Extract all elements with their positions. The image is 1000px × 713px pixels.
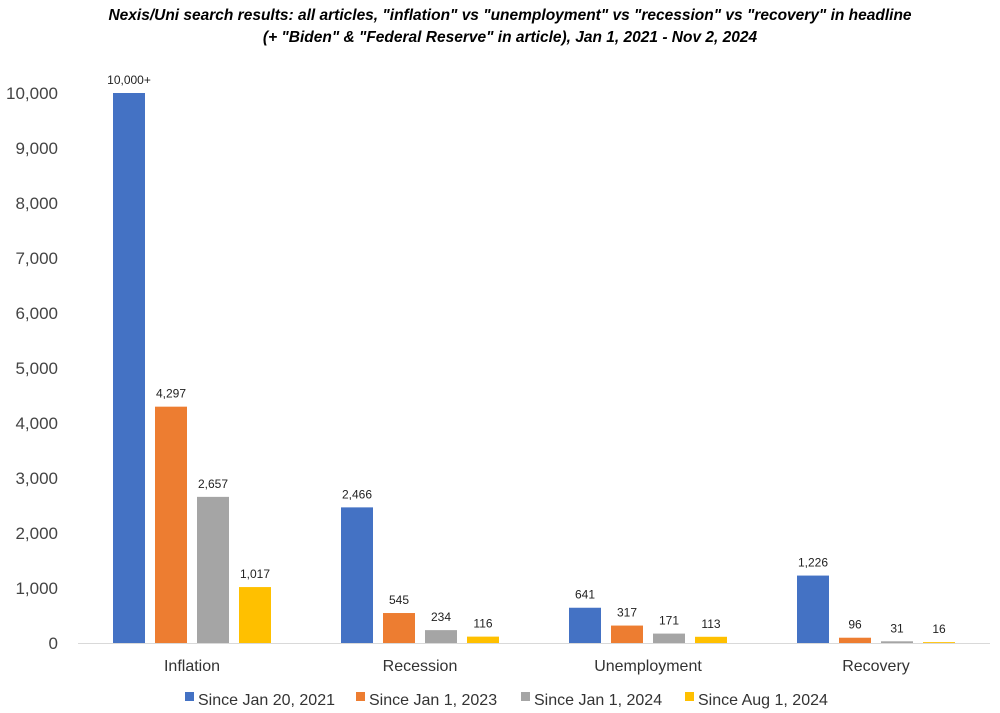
bar <box>155 406 187 643</box>
data-label: 116 <box>473 617 492 631</box>
bar <box>383 613 415 643</box>
y-tick-label: 4,000 <box>15 414 58 433</box>
data-label: 1,017 <box>240 567 270 581</box>
bar <box>695 636 727 643</box>
y-tick-label: 0 <box>49 634 58 653</box>
legend-swatch <box>356 692 365 701</box>
data-label: 2,657 <box>198 477 228 491</box>
data-label: 545 <box>389 593 409 607</box>
data-label: 317 <box>617 606 637 620</box>
bar <box>611 625 643 643</box>
data-label: 234 <box>431 610 451 624</box>
y-tick-label: 10,000 <box>6 84 58 103</box>
chart-title: Nexis/Uni search results: all articles, … <box>108 7 911 24</box>
y-tick-label: 5,000 <box>15 359 58 378</box>
data-label: 171 <box>659 614 679 628</box>
y-tick-label: 2,000 <box>15 524 58 543</box>
data-label: 2,466 <box>342 487 372 501</box>
bar <box>197 496 229 643</box>
y-tick-label: 6,000 <box>15 304 58 323</box>
bar <box>923 642 955 643</box>
bar <box>653 633 685 643</box>
legend-swatch <box>185 692 194 701</box>
bar <box>239 587 271 643</box>
data-label: 4,297 <box>156 387 186 401</box>
data-label: 113 <box>701 617 720 631</box>
legend-swatch <box>521 692 530 701</box>
bar <box>839 637 871 643</box>
y-tick-label: 8,000 <box>15 194 58 213</box>
legend-swatch <box>685 692 694 701</box>
x-tick-label: Recovery <box>842 658 910 675</box>
bar <box>881 641 913 643</box>
bar <box>113 93 145 643</box>
data-label: 10,000+ <box>107 73 151 87</box>
legend-label: Since Jan 20, 2021 <box>198 692 335 709</box>
bar <box>569 607 601 643</box>
y-tick-label: 9,000 <box>15 139 58 158</box>
legend: Since Jan 20, 2021 Since Jan 1, 2023 Since… <box>185 692 828 709</box>
legend-label: Since Jan 1, 2024 <box>534 692 662 709</box>
data-label: 641 <box>575 588 595 602</box>
y-tick-label: 7,000 <box>15 249 58 268</box>
plot-area: 10,000+ 4,297 2,657 1,017 2,466 545 234 116 641 3… <box>107 73 955 643</box>
bar <box>341 507 373 643</box>
y-axis: 0 1,000 2,000 3,000 4,000 5,000 6,000 7,000 8,00… <box>6 84 58 653</box>
chart-subtitle: (+ "Biden" & "Federal Reserve" in articl… <box>263 29 758 46</box>
bar <box>797 575 829 643</box>
x-tick-label: Inflation <box>164 658 220 675</box>
data-label: 31 <box>890 621 904 635</box>
y-tick-label: 1,000 <box>15 579 58 598</box>
data-label: 1,226 <box>798 556 828 570</box>
legend-label: Since Jan 1, 2023 <box>369 692 497 709</box>
data-label: 16 <box>932 622 946 636</box>
data-label: 96 <box>848 618 862 632</box>
legend-label: Since Aug 1, 2024 <box>698 692 828 709</box>
y-tick-label: 3,000 <box>15 469 58 488</box>
x-tick-label: Recession <box>383 658 458 675</box>
x-axis: Inflation Recession Unemployment Recovery <box>78 643 990 675</box>
bar <box>425 630 457 643</box>
bar <box>467 636 499 643</box>
x-tick-label: Unemployment <box>594 658 702 675</box>
